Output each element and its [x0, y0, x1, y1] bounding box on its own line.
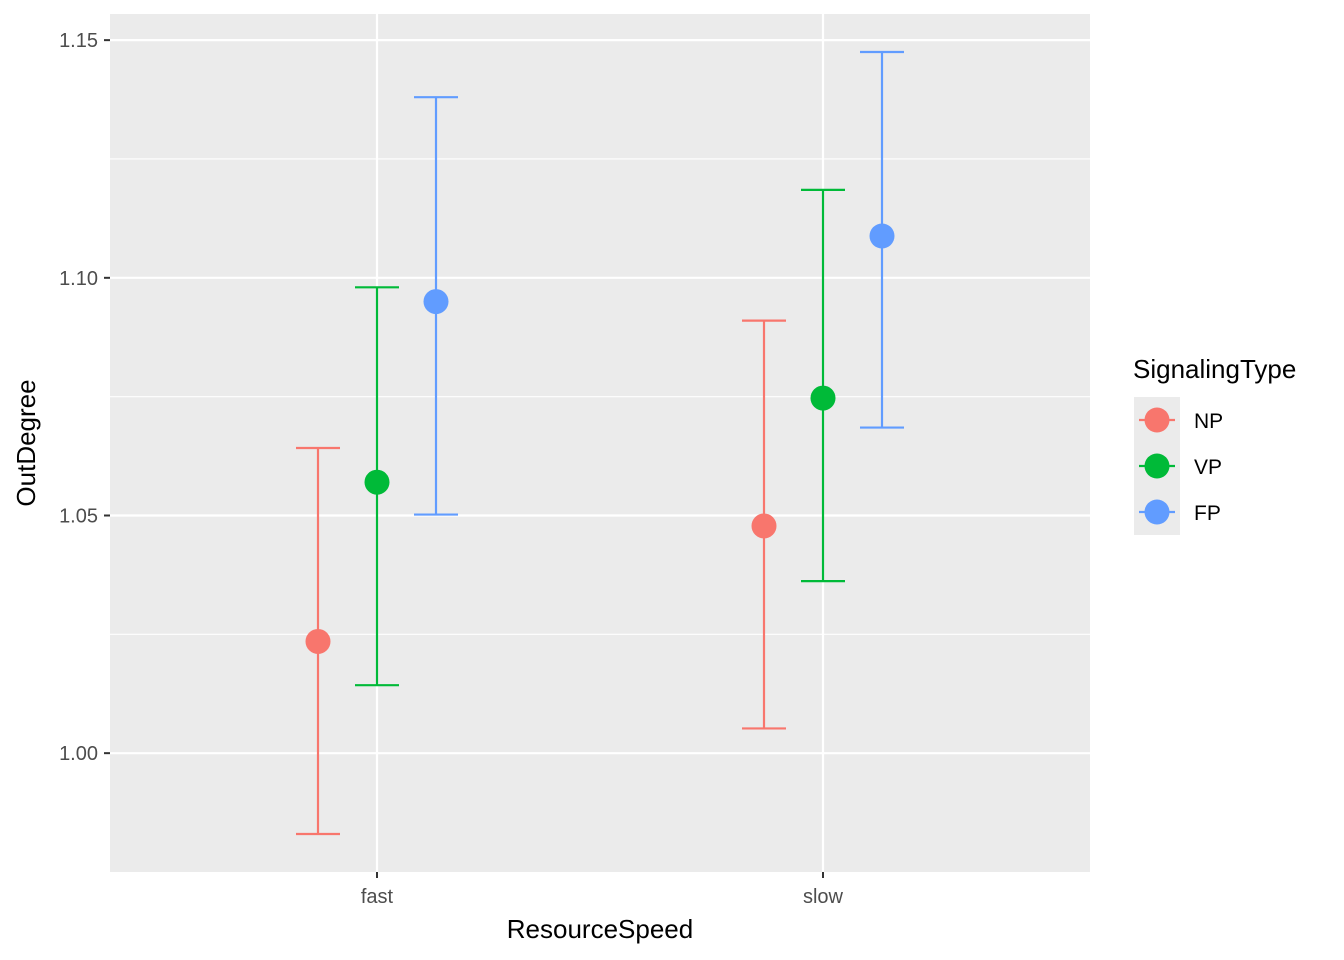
- legend-key-point: [1144, 453, 1170, 479]
- data-point: [869, 223, 895, 249]
- y-tick-label: 1.00: [59, 743, 98, 765]
- x-axis-title: ResourceSpeed: [507, 914, 693, 944]
- data-marks: [296, 50, 904, 836]
- legend-label: FP: [1194, 502, 1221, 525]
- data-point: [364, 469, 390, 495]
- y-tick-label: 1.05: [59, 505, 98, 527]
- legend: SignalingType NP VP FP: [1133, 354, 1296, 535]
- plot-panel: [110, 14, 1090, 872]
- y-axis-title: OutDegree: [11, 379, 41, 506]
- y-tick-label: 1.15: [59, 30, 98, 52]
- data-point: [423, 289, 449, 315]
- x-axis: fast slow: [361, 872, 844, 908]
- data-point: [810, 385, 836, 411]
- data-point: [305, 628, 331, 654]
- legend-key-point: [1144, 499, 1170, 525]
- minor-gridlines: [110, 158, 1090, 635]
- x-tick-label: fast: [361, 886, 394, 908]
- x-tick-label: slow: [803, 886, 844, 908]
- legend-title: SignalingType: [1133, 354, 1296, 384]
- legend-label: VP: [1194, 456, 1222, 479]
- legend-label: NP: [1194, 410, 1223, 433]
- y-axis: 1.00 1.05 1.10 1.15: [59, 30, 110, 765]
- data-point: [751, 513, 777, 539]
- legend-key-point: [1144, 407, 1170, 433]
- y-tick-label: 1.10: [59, 268, 98, 290]
